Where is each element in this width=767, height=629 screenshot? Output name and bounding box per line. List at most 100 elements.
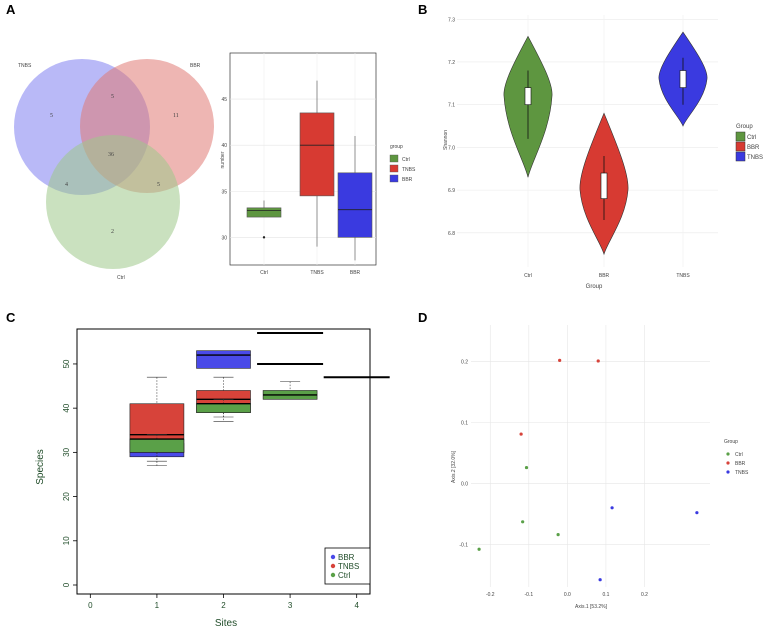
legend-label-bbr: BBR bbox=[402, 177, 413, 183]
ytick-label: 30 bbox=[62, 447, 71, 456]
legend-key-ctrl bbox=[389, 154, 399, 163]
ytick-label: 0 bbox=[62, 582, 71, 587]
ytick-label: 40 bbox=[62, 403, 71, 412]
ytick-label: 0.2 bbox=[461, 360, 468, 366]
xtick-label: -0.1 bbox=[525, 592, 534, 598]
venn-count-ctrl-only: 2 bbox=[111, 229, 114, 235]
point-tnbs bbox=[695, 511, 699, 515]
point-ctrl bbox=[524, 465, 529, 470]
legend-label-ctrl: Ctrl bbox=[338, 571, 351, 580]
legend-label-bbr: BBR bbox=[747, 145, 760, 151]
legend-key-bbr bbox=[389, 174, 399, 183]
boxplot-species-xlabel: Sites bbox=[215, 618, 237, 629]
legend-key-tnbs bbox=[389, 164, 399, 173]
ytick-label: 0.0 bbox=[461, 481, 468, 487]
legend-label-ctrl: Ctrl bbox=[402, 157, 410, 163]
legend-dot-tnbs bbox=[330, 563, 336, 569]
xtick-label: -0.2 bbox=[486, 592, 495, 598]
venn-count-bbr-only: 11 bbox=[173, 113, 179, 119]
point-tnbs bbox=[610, 506, 614, 510]
ytick-label: 7.1 bbox=[448, 103, 455, 109]
ytick-label: 0.1 bbox=[461, 420, 468, 426]
ytick-label: 20 bbox=[62, 492, 71, 501]
legend-dot-ctrl bbox=[726, 452, 730, 456]
legend-label-bbr: BBR bbox=[735, 461, 746, 467]
scatter-pcoa: Axis.2 [32.0%] Axis.1 [53.2%] -0.2 -0.1 0.… bbox=[451, 325, 749, 610]
ytick-label: 35 bbox=[221, 189, 227, 195]
ytick-label: 10 bbox=[62, 536, 71, 545]
ytick-label: 6.9 bbox=[448, 188, 455, 194]
box-ctrl bbox=[246, 207, 282, 218]
box-outlier bbox=[262, 236, 266, 239]
xtick-label: 2 bbox=[221, 601, 226, 610]
box-ctrl-site-1 bbox=[129, 438, 185, 453]
xtick-label: TNBS bbox=[676, 273, 690, 279]
legend-key-bbr bbox=[735, 141, 746, 152]
legend-label-tnbs: TNBS bbox=[735, 470, 749, 476]
panel-label-c: C bbox=[6, 310, 16, 325]
point-bbr bbox=[519, 432, 523, 436]
venn-count-all: 36 bbox=[108, 152, 114, 158]
boxplot-species-ylabel: Species bbox=[35, 449, 46, 485]
violin-ylabel: Shannon bbox=[443, 130, 449, 150]
xtick-label: Ctrl bbox=[524, 273, 532, 279]
scatter-xlabel: Axis.1 [53.2%] bbox=[575, 604, 608, 610]
panel-label-b: B bbox=[418, 2, 427, 17]
ytick-label: 45 bbox=[221, 97, 227, 103]
point-ctrl bbox=[521, 520, 525, 524]
legend-label-ctrl: Ctrl bbox=[747, 135, 756, 141]
venn-diagram: TNBS BBR Ctrl 5 11 5 36 4 5 2 bbox=[14, 59, 214, 281]
venn-label-ctrl: Ctrl bbox=[117, 275, 125, 281]
point-bbr bbox=[558, 358, 562, 362]
violin-box-ctrl bbox=[524, 87, 532, 105]
legend-label-bbr: BBR bbox=[338, 553, 355, 562]
scatter-frame bbox=[471, 325, 710, 587]
violin-box-tnbs bbox=[679, 70, 687, 88]
legend-dot-tnbs bbox=[726, 470, 730, 474]
boxplot-species-frame bbox=[76, 328, 371, 595]
legend-label-ctrl: Ctrl bbox=[735, 452, 743, 458]
xtick-label: 0 bbox=[88, 601, 93, 610]
legend-label-tnbs: TNBS bbox=[338, 562, 359, 571]
boxplot-number-legend-title: group bbox=[390, 144, 403, 150]
venn-label-bbr: BBR bbox=[190, 63, 201, 69]
scatter-ylabel: Axis.2 [32.0%] bbox=[451, 450, 457, 483]
violin-legend-title: Group bbox=[736, 124, 753, 130]
boxplot-number: number 30 35 40 45 Ctrl TNBS BBR group Ctrl TNB… bbox=[220, 52, 416, 276]
ytick-label: 6.8 bbox=[448, 231, 455, 237]
xtick-label: 1 bbox=[155, 601, 160, 610]
xtick-label: BBR bbox=[599, 273, 610, 279]
box-bbr-site-2 bbox=[196, 350, 251, 369]
venn-count-tnbs-ctrl: 4 bbox=[65, 182, 68, 188]
violin-box-bbr bbox=[600, 172, 608, 199]
xtick-label: 3 bbox=[288, 601, 293, 610]
legend-dot-ctrl bbox=[330, 572, 336, 578]
box-bbr bbox=[337, 172, 373, 238]
point-bbr bbox=[596, 359, 600, 363]
panel-label-a: A bbox=[6, 2, 16, 17]
legend-label-tnbs: TNBS bbox=[402, 167, 416, 173]
xtick-label: BBR bbox=[350, 270, 361, 276]
xtick-label: 0.2 bbox=[641, 592, 648, 598]
point-tnbs bbox=[598, 578, 602, 582]
ytick-label: 7.0 bbox=[448, 145, 455, 151]
box-ctrl-site-2 bbox=[196, 403, 251, 413]
ytick-label: 40 bbox=[221, 143, 227, 149]
legend-dot-bbr bbox=[726, 461, 730, 465]
ytick-label: 30 bbox=[221, 235, 227, 241]
panel-label-d: D bbox=[418, 310, 427, 325]
ytick-label: 7.3 bbox=[448, 17, 455, 23]
xtick-label: 0.0 bbox=[564, 592, 571, 598]
point-ctrl bbox=[556, 533, 560, 537]
ytick-label: 50 bbox=[62, 359, 71, 368]
venn-label-tnbs: TNBS bbox=[18, 63, 32, 69]
legend-label-tnbs: TNBS bbox=[747, 155, 763, 161]
legend-key-ctrl bbox=[735, 131, 746, 142]
boxplot-number-ylabel: number bbox=[220, 151, 226, 168]
point-ctrl bbox=[477, 547, 481, 551]
ytick-label: -0.1 bbox=[459, 542, 468, 548]
violin-shannon: Shannon Group 7.3 7.2 7.1 7.0 6.9 6.8 Ctrl BBR T… bbox=[443, 14, 763, 290]
xtick-label: TNBS bbox=[310, 270, 324, 276]
